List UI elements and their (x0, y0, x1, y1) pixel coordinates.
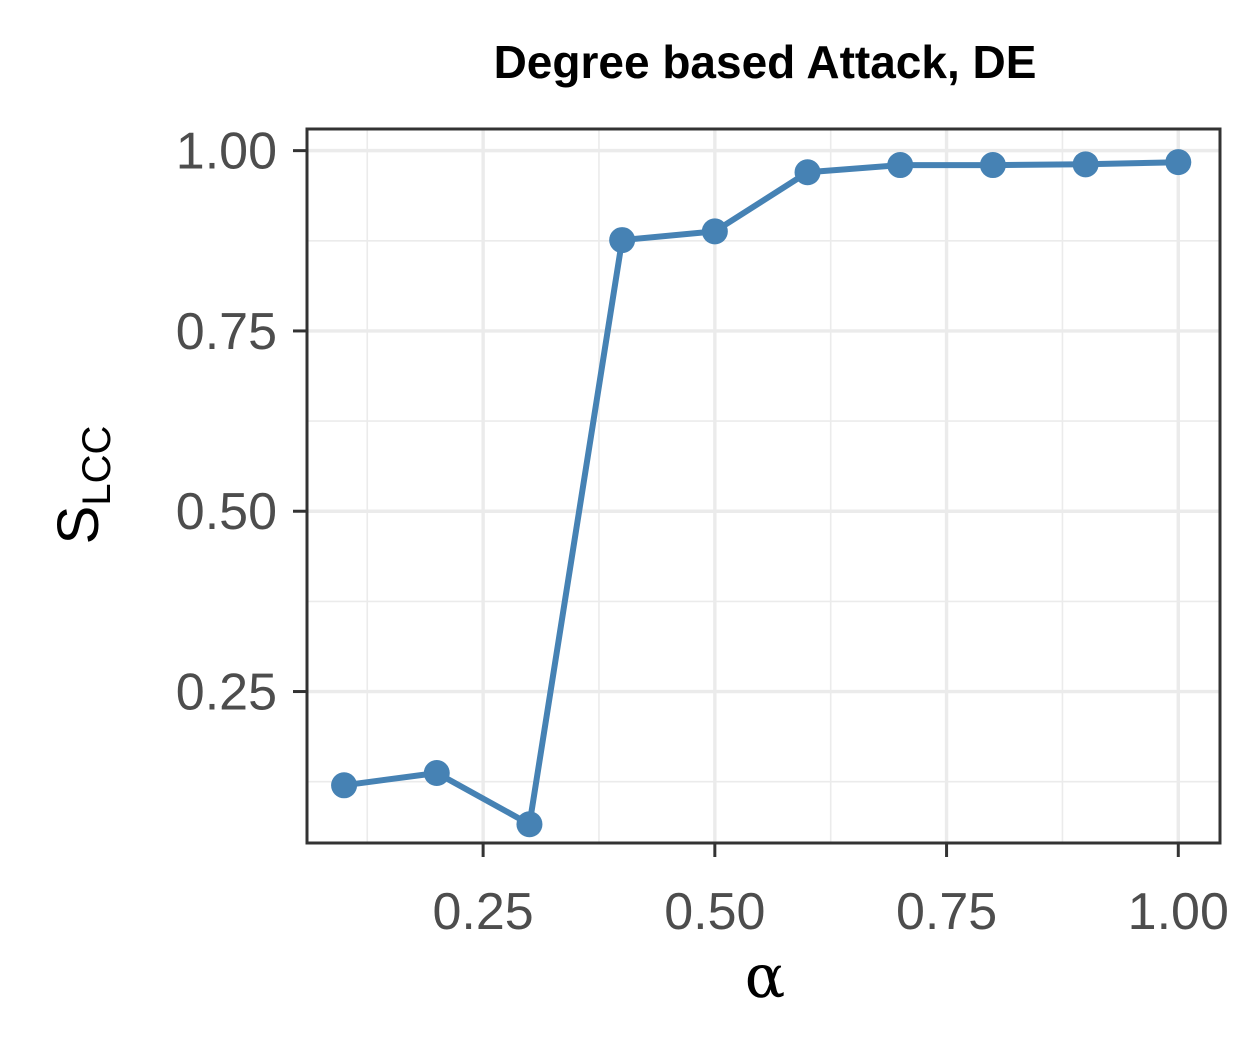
series-layer (331, 149, 1192, 838)
data-point (979, 152, 1006, 179)
panel-border (305, 127, 1222, 845)
major-gridlines (307, 129, 1220, 843)
data-point (516, 811, 543, 838)
x-axis-label: α (745, 942, 786, 1012)
series-line (343, 159, 1179, 828)
data-point (701, 218, 728, 245)
x-tick-label: 1.00 (1128, 883, 1229, 941)
y-tick-label: 0.25 (176, 664, 277, 722)
data-point (794, 159, 821, 186)
y-tick-label: 0.50 (176, 483, 277, 541)
chart-title: Degree based Attack, DE (494, 36, 1037, 88)
x-tick-label: 0.50 (664, 883, 765, 941)
data-point (609, 227, 636, 254)
y-axis-label-subscript: LCC (75, 426, 119, 506)
data-point (887, 152, 914, 179)
data-point (1072, 151, 1099, 178)
y-axis-ticks: 0.25 0.50 0.75 1.00 (176, 123, 307, 722)
data-point (331, 772, 358, 799)
minor-gridlines (307, 129, 1220, 843)
x-axis-ticks: 0.25 0.50 0.75 1.00 (433, 843, 1229, 941)
x-tick-label: 0.75 (896, 883, 997, 941)
y-tick-label: 0.75 (176, 303, 277, 361)
y-axis-label: SLCC (46, 426, 119, 545)
data-point (423, 760, 450, 787)
y-axis-label-main: S (46, 506, 111, 545)
x-tick-label: 0.25 (433, 883, 534, 941)
data-point (1165, 149, 1192, 176)
y-tick-label: 1.00 (176, 123, 277, 181)
